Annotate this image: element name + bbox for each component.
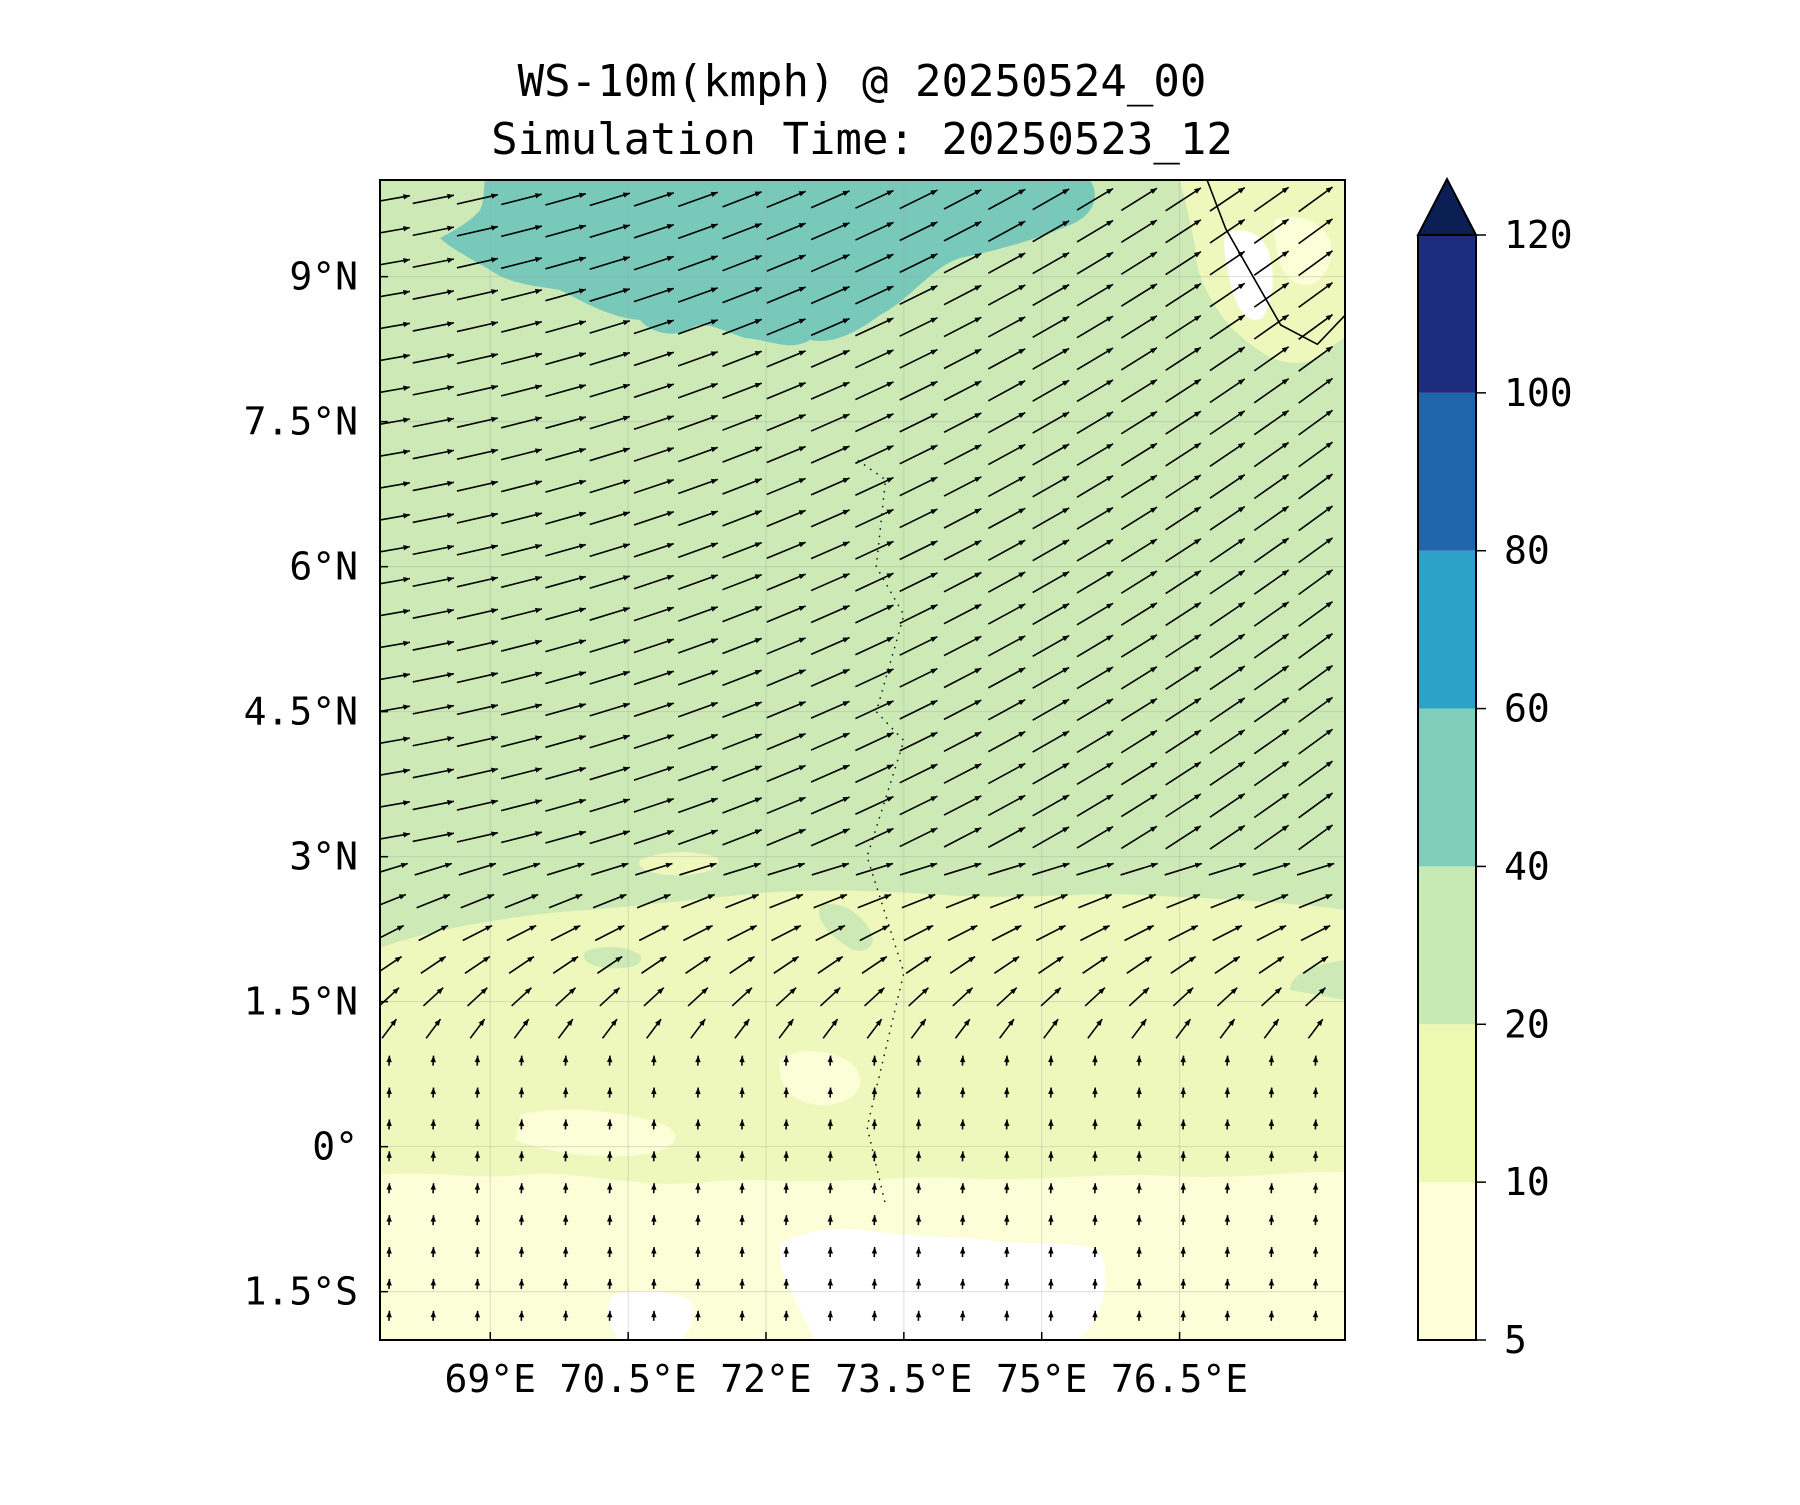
y-tick-label: 1.5°N [244,980,358,1024]
colorbar-segment [1418,866,1476,1024]
y-tick-label: 6°N [289,545,358,589]
x-tick-label: 69°E [445,1357,537,1401]
colorbar-tick-label: 120 [1504,213,1573,257]
colorbar: 5 10 20 40 60 80 100 120 [1418,179,1573,1362]
colorbar-tick-label: 10 [1504,1160,1550,1204]
colorbar-tick-label: 5 [1504,1318,1527,1362]
field-below-5-b [608,1291,693,1340]
y-tick-label: 3°N [289,835,358,879]
colorbar-segment [1418,709,1476,867]
x-tick-label: 72°E [720,1357,812,1401]
colorbar-segment [1418,551,1476,709]
colorbar-extend-arrow [1418,179,1476,235]
colorbar-tick-label: 20 [1504,1002,1550,1046]
y-tick-label: 4.5°N [244,690,358,734]
y-tick-label: 7.5°N [244,400,358,444]
title-line-1: WS-10m(kmph) @ 20250524_00 [518,56,1207,107]
map-plot-area [369,180,1345,1340]
y-tick-label: 9°N [289,255,358,299]
x-tick-label: 73.5°E [835,1357,972,1401]
colorbar-tick-label: 60 [1504,687,1550,731]
title-line-2: Simulation Time: 20250523_12 [491,114,1233,165]
colorbar-tick-label: 100 [1504,371,1573,415]
x-tick-label: 70.5°E [560,1357,697,1401]
colorbar-tick-label: 80 [1504,529,1550,573]
x-tick-label: 75°E [996,1357,1088,1401]
x-tick-label: 76.5°E [1111,1357,1248,1401]
y-tick-label: 1.5°S [244,1270,358,1314]
colorbar-segment [1418,1182,1476,1340]
colorbar-segment [1418,235,1476,393]
colorbar-tick-label: 40 [1504,844,1550,888]
colorbar-segment [1418,393,1476,551]
y-tick-label: 0° [312,1125,358,1169]
colorbar-segment [1418,1024,1476,1182]
